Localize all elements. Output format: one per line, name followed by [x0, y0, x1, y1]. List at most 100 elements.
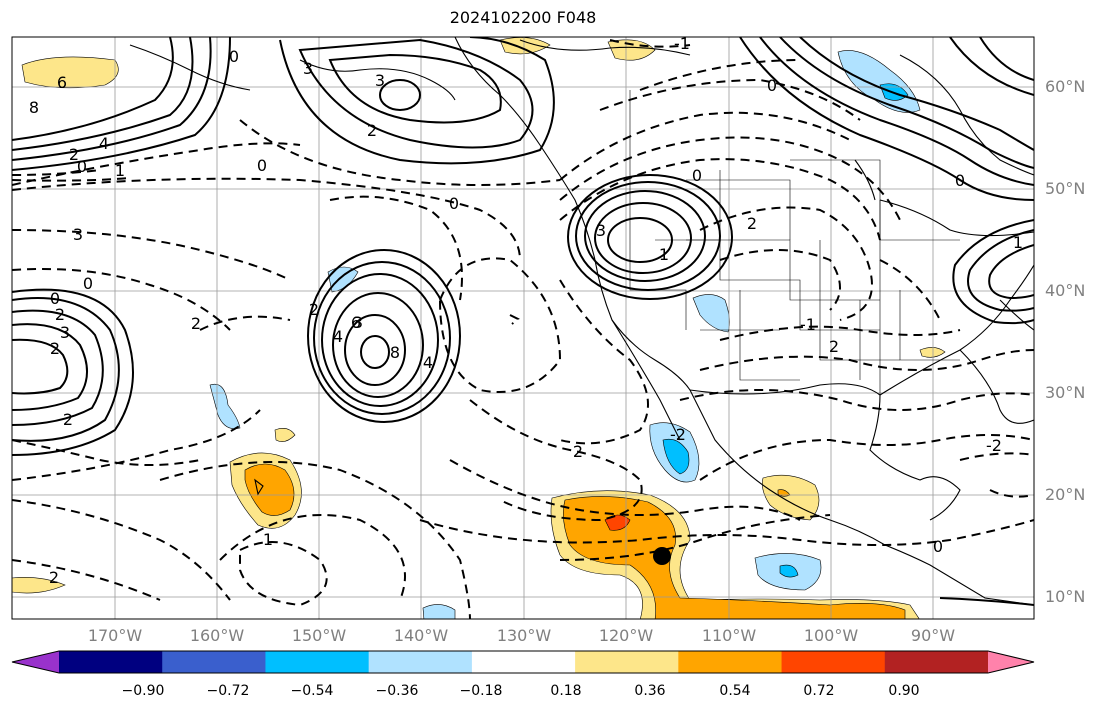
- contour-line: [584, 190, 706, 282]
- contour-line: [719, 249, 841, 311]
- contour-line: [959, 452, 1034, 461]
- lat-label-30n: 30°N: [1045, 383, 1086, 402]
- lat-label-20n: 20°N: [1045, 485, 1086, 504]
- contour-line: [599, 78, 861, 121]
- state-borders: [629, 90, 960, 395]
- contour-line: [12, 169, 101, 176]
- contour-line: [239, 541, 328, 607]
- lon-label-170w: 170°W: [87, 626, 143, 645]
- contour-line: [739, 37, 1034, 201]
- contour-label: 4: [99, 134, 109, 153]
- contour-line: [12, 323, 88, 411]
- contour-label: 3: [303, 59, 313, 78]
- contour-line: [199, 315, 291, 331]
- lon-label-130w: 130°W: [496, 626, 552, 645]
- contour-label: 2: [191, 314, 201, 333]
- contour-line: [12, 37, 212, 161]
- contour-line: [307, 249, 461, 423]
- contour-line: [12, 177, 521, 261]
- contour-label: 0: [933, 537, 943, 556]
- contour-label: -2: [986, 436, 1002, 455]
- lat-label-50n: 50°N: [1045, 179, 1086, 198]
- contour-line: [509, 314, 520, 325]
- contour-label: 4: [333, 327, 343, 346]
- contour-line: [779, 37, 1034, 169]
- colorbar-segment: [471, 651, 576, 673]
- contour-line: [12, 177, 131, 182]
- contour-line: [344, 314, 406, 386]
- contour-line: [419, 519, 1034, 546]
- contour-line: [12, 288, 134, 456]
- contour-label: 8: [390, 343, 400, 362]
- contour-line: [12, 229, 291, 281]
- contour-label: 0: [955, 171, 965, 190]
- contour-line: [719, 325, 961, 341]
- lon-label-140w: 140°W: [393, 626, 449, 645]
- colorbar-tick-label: 0.18: [550, 683, 582, 699]
- contour-label: 2: [747, 214, 757, 233]
- colorbar-tick-label: 0.54: [719, 683, 751, 699]
- colorbar-tick-label: −0.36: [375, 683, 419, 699]
- colorbar-tick-label: −0.72: [206, 683, 250, 699]
- contour-label: 6: [351, 313, 361, 332]
- colorbar-min-extension: [12, 651, 59, 673]
- contour-label: 3: [375, 71, 385, 90]
- contour-line: [559, 158, 881, 241]
- contour-label: 3: [353, 313, 363, 332]
- colorbar-tick-label: −0.18: [459, 683, 503, 699]
- contour-label: 2: [50, 339, 60, 358]
- contour-label: 0: [83, 274, 93, 293]
- colorbar-tick-label: −0.54: [290, 683, 334, 699]
- contour-label: 1: [1013, 233, 1023, 252]
- contour-label: 8: [29, 98, 39, 117]
- lon-label-150w: 150°W: [291, 626, 347, 645]
- contour-label: 3: [73, 225, 83, 244]
- contour-line: [879, 259, 941, 321]
- storm-center-marker: [653, 547, 671, 565]
- contour-label: 1: [115, 161, 125, 180]
- colorbar-tick-label: −0.90: [121, 683, 165, 699]
- map-title: 2024102200 F048: [449, 8, 597, 27]
- contour-line: [321, 273, 439, 407]
- contour-line: [12, 37, 194, 151]
- contour-line: [219, 514, 406, 601]
- contour-line: [329, 195, 463, 301]
- contour-label: 2: [309, 300, 319, 319]
- contour-line: [239, 119, 561, 186]
- contour-label: 2: [573, 442, 583, 461]
- colorbar-tick-label: 0.90: [888, 683, 920, 699]
- contour-line: [679, 389, 1034, 411]
- contour-line: [449, 459, 801, 521]
- contour-line: [607, 217, 673, 263]
- contour-label: 2: [63, 410, 73, 429]
- contour-label: 0: [257, 156, 267, 175]
- map-frame: [11, 36, 1035, 620]
- contour-label: -1: [674, 34, 690, 53]
- contour-label: 0: [229, 47, 239, 66]
- contour-line: [12, 439, 201, 466]
- contour-line: [799, 37, 1034, 151]
- contour-label: 0: [77, 157, 87, 176]
- contour-line: [952, 219, 1034, 325]
- colorbar-segment: [265, 651, 370, 673]
- contour-line: [699, 434, 1034, 481]
- positive-anomaly-fill: [12, 37, 946, 619]
- contour-line: [439, 257, 562, 393]
- contour-line: [939, 597, 1034, 606]
- contour-line: [559, 136, 901, 221]
- contour-line: [12, 37, 231, 171]
- contour-line: [559, 111, 851, 181]
- colorbar-segment: [368, 651, 473, 673]
- contour-line: [12, 37, 174, 141]
- contour-label: 1: [659, 245, 669, 264]
- contour-line: [360, 335, 390, 369]
- lat-label-10n: 10°N: [1045, 587, 1086, 606]
- contour-label: 0: [692, 166, 702, 185]
- contour-line: [159, 461, 471, 619]
- contour-line: [699, 349, 1034, 371]
- colorbar-tick-label: 0.36: [634, 683, 666, 699]
- contour-label: 2: [69, 145, 79, 164]
- contour-label: 0: [767, 76, 777, 95]
- contour-line: [12, 297, 120, 442]
